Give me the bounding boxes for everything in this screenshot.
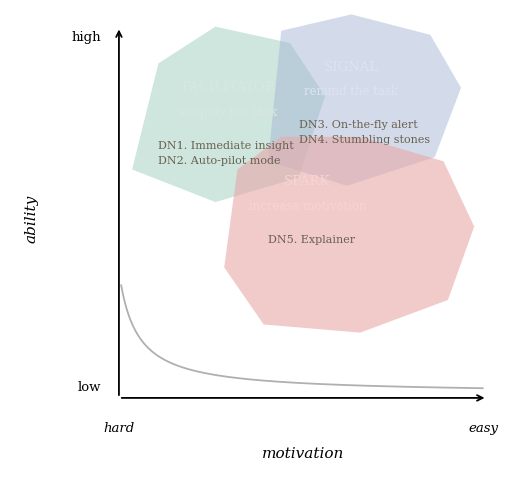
Text: high: high (72, 31, 101, 44)
Text: SPARK: SPARK (284, 175, 331, 188)
Text: motivation: motivation (262, 447, 344, 461)
Polygon shape (132, 26, 325, 202)
Text: DN1. Immediate insight
DN2. Auto-pilot mode: DN1. Immediate insight DN2. Auto-pilot m… (158, 141, 294, 166)
Text: easy: easy (468, 422, 498, 435)
Polygon shape (268, 14, 461, 186)
Polygon shape (224, 137, 474, 333)
Text: FACILITATOR: FACILITATOR (182, 81, 276, 95)
Text: simplify the task: simplify the task (180, 106, 278, 119)
Text: DN3. On-the-fly alert
DN4. Stumbling stones: DN3. On-the-fly alert DN4. Stumbling sto… (299, 120, 430, 145)
Text: hard: hard (103, 422, 135, 435)
Text: SIGNAL: SIGNAL (324, 61, 379, 74)
Text: increase motivation: increase motivation (249, 200, 366, 213)
Text: remind the task: remind the task (304, 85, 398, 98)
Text: ability: ability (24, 194, 38, 242)
Text: DN5. Explainer: DN5. Explainer (268, 235, 355, 245)
Text: low: low (78, 381, 101, 394)
